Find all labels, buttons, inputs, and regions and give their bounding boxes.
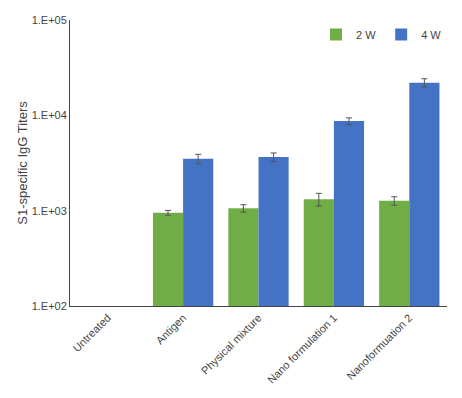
svg-text:Antigen: Antigen (154, 312, 189, 347)
svg-text:2 W: 2 W (356, 29, 376, 41)
svg-text:1.E+05: 1.E+05 (32, 14, 67, 26)
svg-text:4 W: 4 W (421, 29, 441, 41)
svg-text:Nano formulation 1: Nano formulation 1 (265, 312, 339, 386)
svg-text:Physical mixture: Physical mixture (199, 312, 264, 377)
svg-text:1.E+04: 1.E+04 (32, 109, 67, 121)
svg-text:1.E+03: 1.E+03 (32, 205, 67, 217)
svg-text:1.E+02: 1.E+02 (32, 300, 67, 312)
svg-text:S1-specific IgG Titers: S1-specific IgG Titers (15, 101, 30, 225)
svg-text:Nanoformuation 2: Nanoformuation 2 (344, 312, 414, 382)
svg-text:Untreated: Untreated (70, 312, 113, 355)
